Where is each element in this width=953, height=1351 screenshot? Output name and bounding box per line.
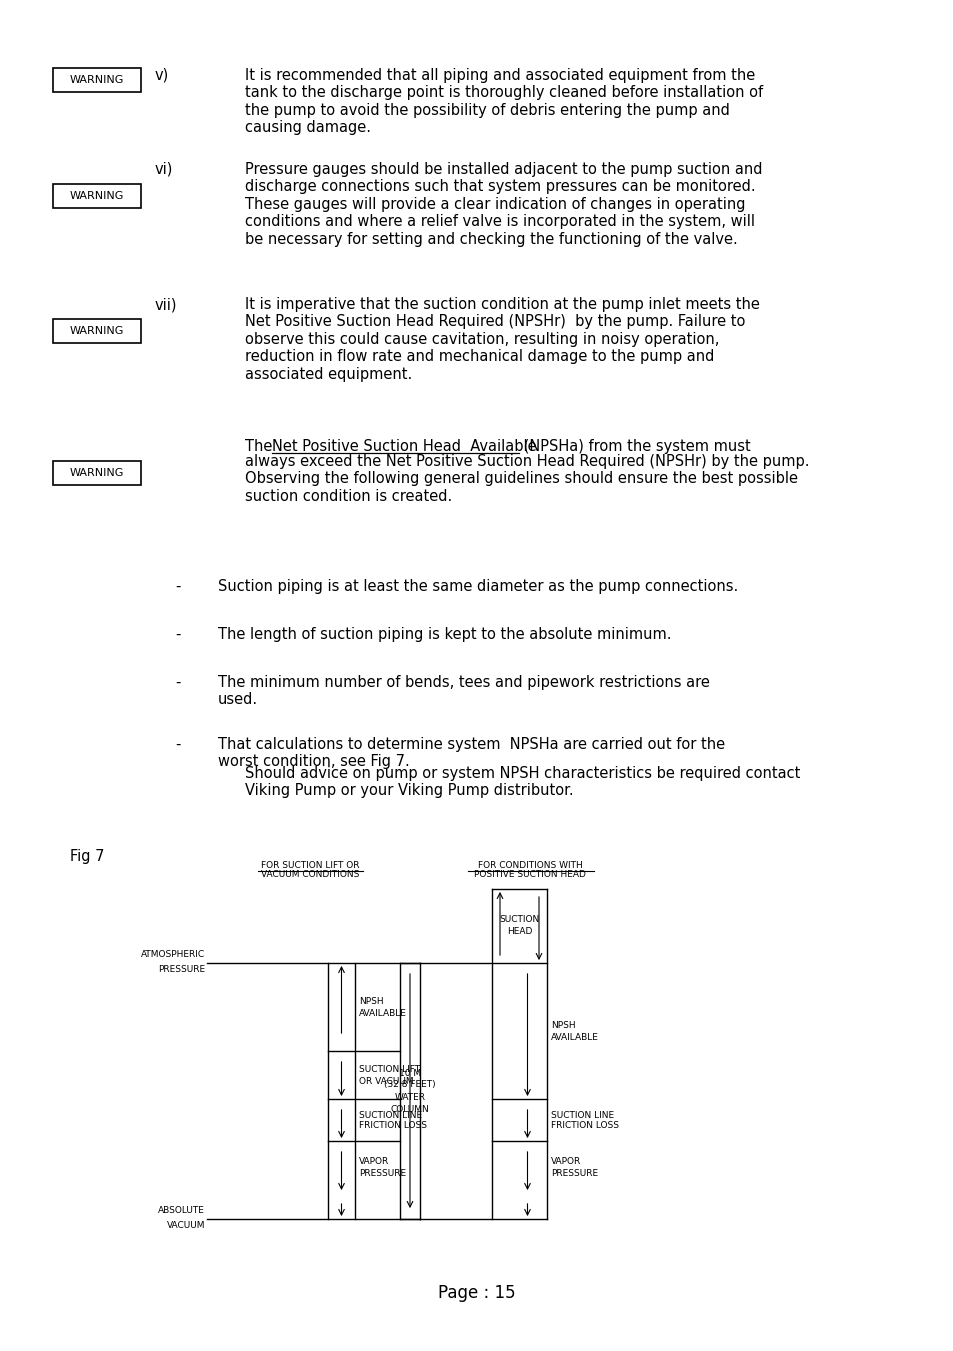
Text: -: - [174,627,180,642]
Text: That calculations to determine system  NPSHa are carried out for the
worst condi: That calculations to determine system NP… [218,738,724,770]
Text: FRICTION LOSS: FRICTION LOSS [551,1121,618,1131]
FancyBboxPatch shape [53,461,141,485]
Text: The: The [245,439,276,454]
Text: v): v) [154,68,169,82]
Text: Pressure gauges should be installed adjacent to the pump suction and
discharge c: Pressure gauges should be installed adja… [245,162,761,247]
Text: FOR SUCTION LIFT OR: FOR SUCTION LIFT OR [260,861,359,870]
Text: OR VACUUM: OR VACUUM [358,1077,414,1085]
Text: Fig 7: Fig 7 [70,848,105,865]
Text: ATMOSPHERIC: ATMOSPHERIC [141,950,205,959]
Text: WARNING: WARNING [70,467,124,478]
Text: Suction piping is at least the same diameter as the pump connections.: Suction piping is at least the same diam… [218,580,738,594]
Text: Net Positive Suction Head  Available: Net Positive Suction Head Available [272,439,536,454]
Text: vii): vii) [154,297,177,312]
Text: NPSH: NPSH [551,1021,575,1031]
FancyBboxPatch shape [53,184,141,208]
Text: The length of suction piping is kept to the absolute minimum.: The length of suction piping is kept to … [218,627,671,642]
Text: FRICTION LOSS: FRICTION LOSS [358,1121,427,1131]
Text: VAPOR: VAPOR [358,1158,389,1166]
Text: VACUUM CONDITIONS: VACUUM CONDITIONS [260,870,359,880]
Text: (NPSHa) from the system must: (NPSHa) from the system must [518,439,750,454]
Text: PRESSURE: PRESSURE [157,965,205,974]
Text: SUCTION LINE: SUCTION LINE [551,1111,614,1120]
FancyBboxPatch shape [53,319,141,343]
Text: -: - [174,676,180,690]
Text: It is imperative that the suction condition at the pump inlet meets the
Net Posi: It is imperative that the suction condit… [245,297,760,381]
Text: HEAD: HEAD [506,927,532,935]
Text: SUCTION: SUCTION [498,916,539,924]
Text: POSITIVE SUCTION HEAD: POSITIVE SUCTION HEAD [474,870,585,880]
Text: COLUMN: COLUMN [390,1105,429,1113]
Text: SUCTION LINE: SUCTION LINE [358,1111,421,1120]
Text: AVAILABLE: AVAILABLE [358,1008,406,1017]
Text: PRESSURE: PRESSURE [551,1169,598,1178]
Text: WATER: WATER [395,1093,425,1101]
Text: The minimum number of bends, tees and pipework restrictions are
used.: The minimum number of bends, tees and pi… [218,676,709,708]
Text: WARNING: WARNING [70,326,124,336]
Text: It is recommended that all piping and associated equipment from the
tank to the : It is recommended that all piping and as… [245,68,762,135]
Text: -: - [174,738,180,753]
Text: vi): vi) [154,162,173,177]
Text: VAPOR: VAPOR [551,1158,580,1166]
Text: Should advice on pump or system NPSH characteristics be required contact
Viking : Should advice on pump or system NPSH cha… [245,766,800,798]
Text: WARNING: WARNING [70,190,124,201]
Text: VACUUM: VACUUM [167,1221,205,1229]
Text: (32.8 FEET): (32.8 FEET) [384,1081,436,1089]
Text: WARNING: WARNING [70,76,124,85]
Text: 10 M: 10 M [398,1069,420,1078]
Text: SUCTION LIFT: SUCTION LIFT [358,1066,419,1074]
Text: ABSOLUTE: ABSOLUTE [158,1206,205,1215]
Text: FOR CONDITIONS WITH: FOR CONDITIONS WITH [477,861,581,870]
FancyBboxPatch shape [53,68,141,92]
Text: AVAILABLE: AVAILABLE [551,1032,598,1042]
Text: Page : 15: Page : 15 [437,1283,516,1302]
Text: PRESSURE: PRESSURE [358,1169,406,1178]
Text: -: - [174,580,180,594]
Text: always exceed the Net Positive Suction Head Required (NPSHr) by the pump.
Observ: always exceed the Net Positive Suction H… [245,454,809,504]
Text: NPSH: NPSH [358,997,383,1006]
